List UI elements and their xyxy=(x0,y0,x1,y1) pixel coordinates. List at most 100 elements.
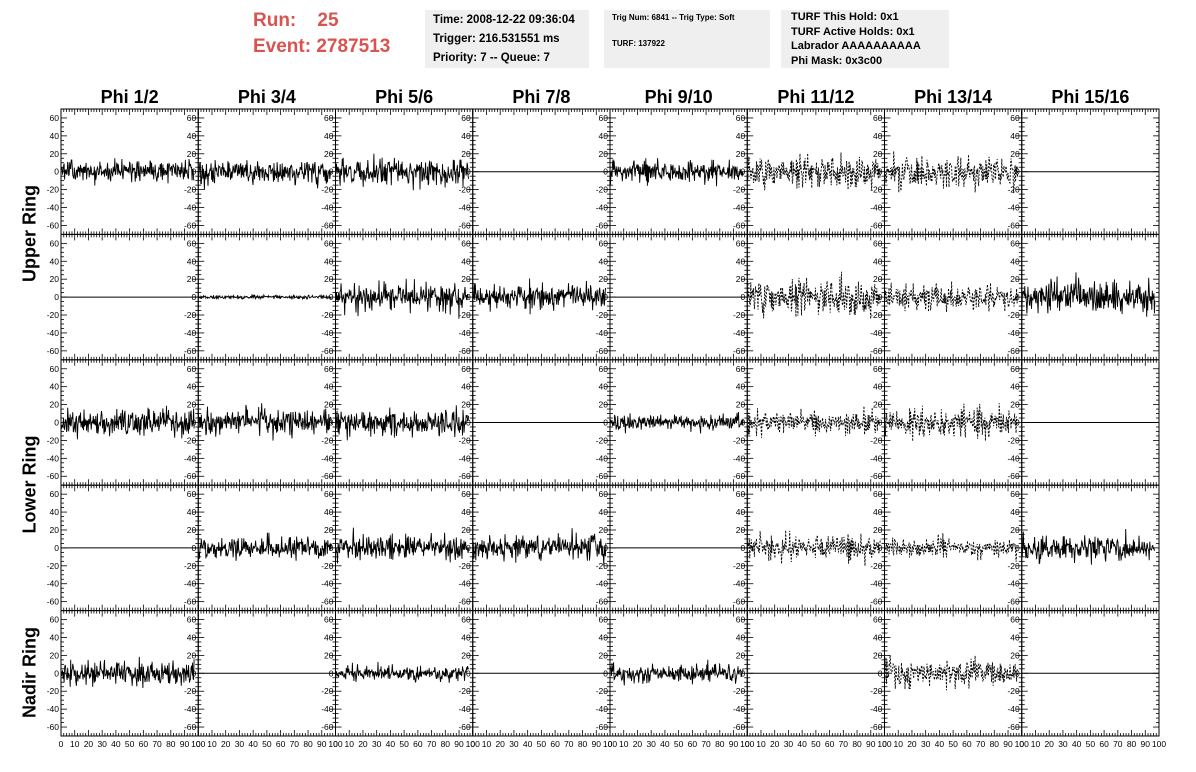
y-tick-label: 60 xyxy=(736,113,746,123)
y-tick-label: -40 xyxy=(870,203,883,213)
y-tick-label: 0 xyxy=(878,167,883,177)
time-info-box: Time: 2008-12-22 09:36:04 Trigger: 216.5… xyxy=(425,10,589,68)
y-tick-label: -60 xyxy=(321,220,334,230)
y-tick-label: -20 xyxy=(870,435,883,445)
y-tick-label: 40 xyxy=(461,131,471,141)
y-tick-label: -60 xyxy=(870,597,883,607)
y-tick-label: 40 xyxy=(599,507,609,517)
run-label: Run: xyxy=(253,10,297,31)
phi-header: Phi 15/16 xyxy=(1051,87,1130,107)
waveform-trace xyxy=(60,405,195,440)
phi-header: Phi 11/12 xyxy=(777,87,855,107)
y-tick-label: 20 xyxy=(599,400,609,410)
waveform-trace xyxy=(1021,272,1156,318)
y-tick-label: 60 xyxy=(324,113,334,123)
y-tick-label: -40 xyxy=(458,579,471,589)
y-tick-label: 60 xyxy=(599,364,609,374)
y-tick-label: 40 xyxy=(599,382,609,392)
y-tick-label: -40 xyxy=(870,453,883,463)
waveform-trace xyxy=(472,278,607,315)
event-value: 2787513 xyxy=(316,36,391,57)
y-tick-label: 40 xyxy=(187,382,197,392)
y-tick-label: -60 xyxy=(47,346,60,356)
y-tick-label: 60 xyxy=(1010,238,1020,248)
y-tick-label: 0 xyxy=(466,167,471,177)
phi-header: Phi 9/10 xyxy=(644,87,713,107)
turf-this-hold-text: TURF This Hold: 0x1 xyxy=(791,11,899,23)
y-tick-label: -20 xyxy=(870,561,883,571)
y-tick-label: 0 xyxy=(54,418,59,428)
y-tick-label: -20 xyxy=(321,310,334,320)
y-tick-label: 60 xyxy=(599,238,609,248)
y-tick-label: 40 xyxy=(1010,256,1020,266)
y-tick-label: -40 xyxy=(321,453,334,463)
y-tick-label: 0 xyxy=(329,167,334,177)
y-tick-label: -20 xyxy=(47,310,60,320)
y-tick-label: 0 xyxy=(603,543,608,553)
y-tick-label: 40 xyxy=(187,131,197,141)
y-tick-label: 60 xyxy=(50,364,60,374)
y-tick-label: 20 xyxy=(324,400,334,410)
waveform-trace xyxy=(746,530,881,566)
y-tick-label: 20 xyxy=(736,525,746,535)
y-tick-label: -40 xyxy=(184,328,197,338)
y-tick-label: 60 xyxy=(873,238,883,248)
waveform-trace xyxy=(609,411,744,434)
y-tick-label: -60 xyxy=(458,220,471,230)
y-tick-label: -60 xyxy=(733,597,746,607)
y-tick-label: -60 xyxy=(733,346,746,356)
y-tick-label: -40 xyxy=(1007,203,1020,213)
y-tick-label: -20 xyxy=(47,561,60,571)
y-tick-label: -20 xyxy=(733,310,746,320)
y-tick-label: -60 xyxy=(1007,346,1020,356)
y-tick-label: 60 xyxy=(187,489,197,499)
y-tick-label: 0 xyxy=(1015,418,1020,428)
waveform-trace xyxy=(746,406,881,438)
y-tick-label: -40 xyxy=(1007,328,1020,338)
y-tick-label: 20 xyxy=(187,149,197,159)
phi-header: Phi 3/4 xyxy=(237,87,296,107)
y-tick-label: 0 xyxy=(878,292,883,302)
y-tick-label: -60 xyxy=(321,471,334,481)
y-tick-label: 60 xyxy=(187,238,197,248)
y-tick-label: 20 xyxy=(1010,149,1020,159)
y-tick-label: 40 xyxy=(50,382,60,392)
y-tick-label: -20 xyxy=(458,435,471,445)
y-tick-label: -60 xyxy=(47,220,60,230)
y-tick-label: 60 xyxy=(599,113,609,123)
y-tick-label: 40 xyxy=(873,131,883,141)
waveform-trace xyxy=(884,281,1019,313)
y-tick-label: -40 xyxy=(733,203,746,213)
y-tick-label: -20 xyxy=(47,435,60,445)
y-tick-label: -60 xyxy=(733,220,746,230)
y-tick-label: 20 xyxy=(736,274,746,284)
trigger-text: Trigger: 216.531551 ms xyxy=(433,33,560,45)
y-tick-label: 60 xyxy=(1010,113,1020,123)
y-tick-label: 20 xyxy=(736,149,746,159)
y-tick-label: 60 xyxy=(736,489,746,499)
y-tick-label: -40 xyxy=(184,203,197,213)
y-tick-label: 20 xyxy=(736,400,746,410)
y-tick-label: 0 xyxy=(741,167,746,177)
waveform-trace xyxy=(60,158,195,186)
y-tick-label: 20 xyxy=(873,149,883,159)
y-tick-label: -60 xyxy=(870,346,883,356)
y-tick-label: 20 xyxy=(461,400,471,410)
y-tick-label: 40 xyxy=(736,256,746,266)
event-label: Event: xyxy=(253,36,312,57)
y-tick-label: 20 xyxy=(461,525,471,535)
y-tick-label: 0 xyxy=(466,543,471,553)
waveform-trace xyxy=(884,151,1019,193)
y-tick-label: 60 xyxy=(873,364,883,374)
y-tick-label: 60 xyxy=(599,489,609,499)
y-tick-label: -20 xyxy=(596,310,609,320)
y-tick-label: -20 xyxy=(596,185,609,195)
y-tick-label: -40 xyxy=(1007,453,1020,463)
y-tick-label: 20 xyxy=(324,525,334,535)
y-tick-label: 40 xyxy=(599,131,609,141)
waveform-trace xyxy=(197,159,332,190)
y-tick-label: -40 xyxy=(733,453,746,463)
y-tick-label: 0 xyxy=(192,292,197,302)
y-tick-label: -60 xyxy=(596,597,609,607)
